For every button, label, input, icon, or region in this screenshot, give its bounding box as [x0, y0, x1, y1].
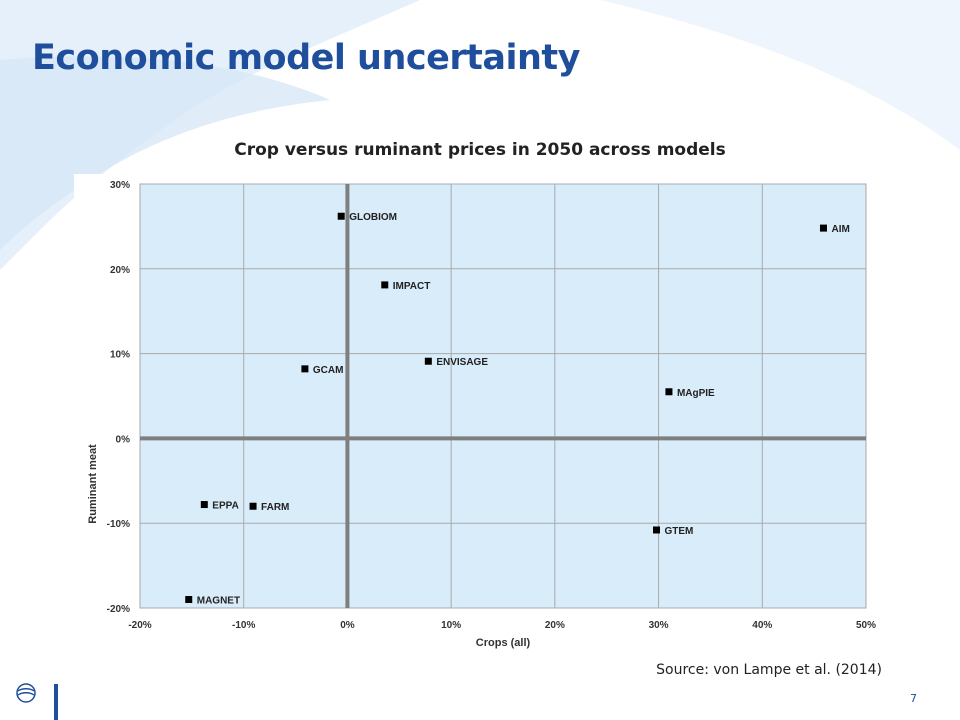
data-label: IMPACT [393, 281, 431, 292]
slide-title: Economic model uncertainty [32, 38, 580, 78]
data-point [301, 365, 309, 373]
iiasa-logo [16, 683, 58, 720]
y-tick-label: 0% [116, 434, 131, 445]
y-tick-label: 20% [110, 265, 130, 276]
x-axis-label: Crops (all) [476, 637, 531, 649]
x-tick-label: 10% [441, 620, 461, 631]
x-tick-label: 20% [545, 620, 565, 631]
data-label: FARM [261, 502, 289, 513]
chart-title: Crop versus ruminant prices in 2050 acro… [234, 140, 726, 160]
x-tick-label: 30% [649, 620, 669, 631]
scatter-chart: GLOBIOM AIM IMPACT ENVISAGE GCAM MAgPIE EPPA FA… [74, 174, 884, 649]
page-number: 7 [910, 692, 917, 705]
data-label: ENVISAGE [436, 357, 488, 368]
y-tick-label: 30% [110, 180, 130, 191]
y-tick-label: -20% [107, 604, 130, 615]
data-label: EPPA [212, 501, 239, 512]
data-point [819, 224, 827, 232]
data-point [665, 388, 673, 396]
data-label: GLOBIOM [349, 212, 397, 223]
source-citation: Source: von Lampe et al. (2014) [656, 662, 882, 678]
plot-area [139, 183, 867, 609]
data-label: AIM [831, 224, 849, 235]
x-tick-label: 40% [752, 620, 772, 631]
x-tick-label: -10% [232, 620, 255, 631]
x-tick-label: -20% [128, 620, 151, 631]
y-tick-label: -10% [107, 519, 130, 530]
data-label: MAgPIE [677, 388, 715, 399]
data-label: MAGNET [197, 596, 240, 607]
data-label: GCAM [313, 365, 344, 376]
data-point [337, 212, 345, 220]
data-point [200, 501, 208, 509]
data-label: GTEM [664, 526, 693, 537]
data-point [185, 596, 193, 604]
x-tick-label: 50% [856, 620, 876, 631]
y-tick-label: 10% [110, 350, 130, 361]
y-axis-label: Ruminant meat [87, 444, 99, 524]
data-point [424, 357, 432, 365]
data-point [249, 502, 257, 510]
x-tick-label: 0% [340, 620, 355, 631]
data-point [381, 281, 389, 289]
data-point [652, 526, 660, 534]
